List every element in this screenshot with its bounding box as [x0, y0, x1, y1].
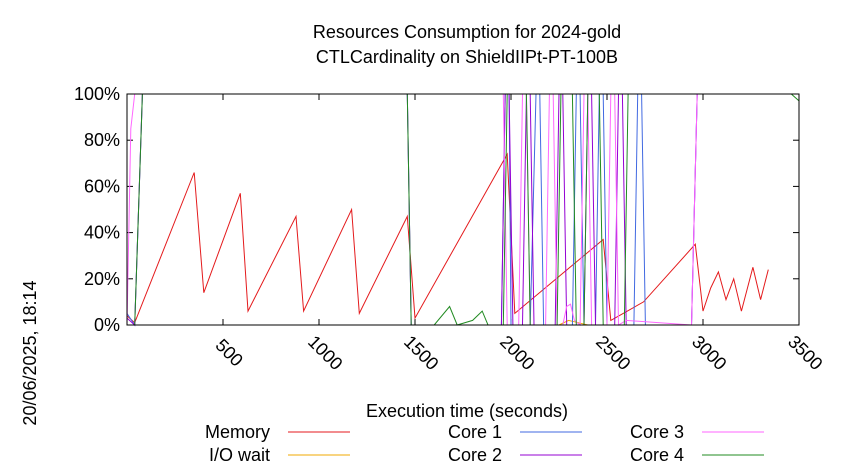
x-tick-label: 2500 [592, 332, 634, 374]
y-tick-label: 80% [84, 130, 120, 150]
legend-label: Core 2 [448, 445, 502, 465]
legend-label: I/O wait [209, 445, 270, 465]
x-tick-label: 1000 [304, 332, 346, 374]
legend-label: Core 4 [630, 445, 684, 465]
series-line-i-o-wait [127, 319, 799, 326]
legend-item-core-2: Core 2 [448, 445, 582, 465]
timestamp-label: 20/06/2025, 18:14 [20, 280, 40, 425]
legend-item-core-3: Core 3 [630, 422, 764, 442]
y-tick-label: 100% [74, 84, 120, 104]
x-tick-label: 1500 [400, 332, 442, 374]
series-line-core-2 [126, 93, 799, 327]
series-line-core-1 [126, 93, 799, 327]
series-line-core-3 [126, 93, 799, 327]
x-tick-label: 2000 [496, 332, 538, 374]
y-tick-label: 40% [84, 223, 120, 243]
series-lines [126, 93, 800, 327]
y-tick-label: 0% [94, 315, 120, 335]
chart-title-line-2: CTLCardinality on ShieldIIPt-PT-100B [316, 47, 618, 67]
legend-item-i-o-wait: I/O wait [209, 445, 350, 465]
series-line-memory [126, 152, 769, 324]
x-tick-label: 3000 [688, 332, 730, 374]
x-axis-label: Execution time (seconds) [366, 401, 568, 421]
legend-label: Core 3 [630, 422, 684, 442]
legend-item-memory: Memory [205, 422, 350, 442]
legend-item-core-1: Core 1 [448, 422, 582, 442]
legend-label: Memory [205, 422, 270, 442]
plot-area: 0% 20% 40% 60% 80% 100% 500 1000 1500 2000 2500 30… [74, 84, 827, 374]
y-tick-label: 60% [84, 176, 120, 196]
plot-frame [126, 93, 800, 326]
x-tick-label: 500 [212, 335, 247, 370]
legend-item-core-4: Core 4 [630, 445, 764, 465]
series-line-core-4 [127, 93, 800, 326]
legend-label: Core 1 [448, 422, 502, 442]
chart-title-line-1: Resources Consumption for 2024-gold [313, 22, 621, 42]
y-axis-ticks: 0% 20% 40% 60% 80% 100% [74, 84, 799, 335]
legend: Memory I/O wait Core 1 Core 2 Core 3 Core 4 [205, 422, 764, 465]
y-tick-label: 20% [84, 269, 120, 289]
x-axis-ticks: 500 1000 1500 2000 2500 3000 3500 [212, 94, 826, 374]
x-tick-label: 3500 [784, 332, 826, 374]
